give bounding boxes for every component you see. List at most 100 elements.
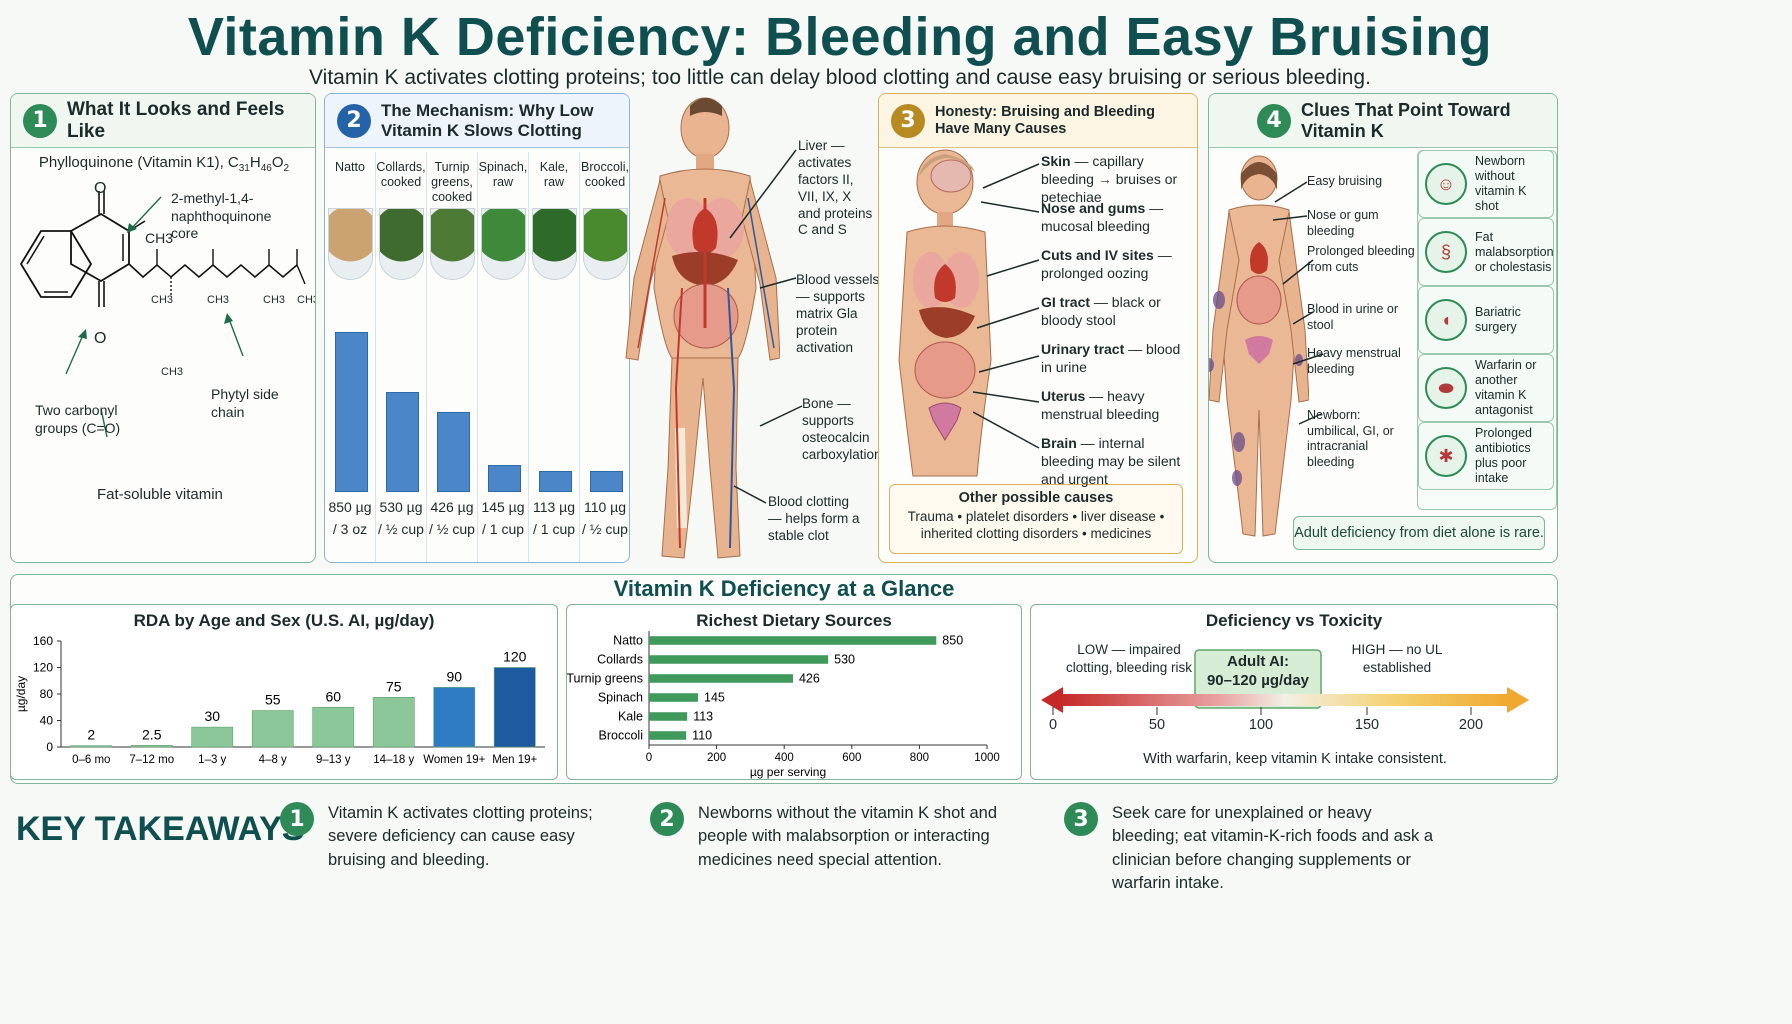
page-title: Vitamin K Deficiency: Bleeding and Easy … — [187, 7, 1493, 67]
other-causes-box: Other possible causes Trauma • platelet … — [889, 484, 1183, 554]
methyl-label: CH3 — [297, 294, 315, 306]
clue-item: Heavy menstrual bleeding — [1307, 346, 1401, 376]
y-tick-label: 80 — [40, 687, 54, 701]
source-bar — [649, 636, 937, 645]
cause-item: Nose and gums — mucosal bleeding — [1041, 199, 1193, 235]
food-serving: / ½ cup — [378, 521, 424, 537]
panel-header: 3 Honesty: Bruising and Bleeding Have Ma… — [879, 94, 1197, 148]
bacteria-icon: ✱ — [1425, 435, 1467, 477]
food-bowl-image — [583, 208, 628, 280]
food-name: Spinach, raw — [478, 160, 528, 189]
x-axis-label: µg per serving — [750, 765, 826, 779]
food-amount: 850 µg — [328, 499, 372, 515]
food-serving: / 1 cup — [481, 521, 525, 537]
source-bar — [649, 731, 687, 740]
clue-item: Nose or gum bleeding — [1307, 208, 1379, 238]
x-tick-label: 600 — [842, 752, 861, 764]
causes-callout-lines — [973, 163, 1040, 449]
rda-bar — [372, 697, 415, 748]
rda-value-label: 120 — [503, 649, 527, 665]
clue-item: Newborn: umbilical, GI, or intracranial … — [1307, 408, 1394, 469]
source-bar — [649, 693, 699, 702]
source-category-label: Collards — [597, 653, 643, 667]
cause-site: Urinary tract — [1041, 341, 1125, 357]
food-column: Kale, raw 113 µg / 1 cup — [529, 152, 580, 562]
panel-header: 1 What It Looks and Feels Like — [11, 94, 315, 148]
source-value-label: 113 — [693, 710, 713, 724]
rda-bar — [312, 706, 355, 748]
rda-category-label: 14–18 y — [373, 754, 414, 766]
takeaway-item: 1 Vitamin K activates clotting proteins; … — [280, 802, 628, 872]
risk-factor-card: ⬬ Warfarin or another vitamin K antagonis… — [1418, 354, 1554, 422]
clue-item: Blood in urine or stool — [1307, 302, 1399, 332]
cause-description: — black or bloody stool — [1041, 294, 1161, 329]
x-tick-label: 1000 — [974, 752, 1000, 764]
clue-item: Easy bruising — [1307, 174, 1383, 188]
rda-value-label: 55 — [265, 692, 281, 708]
sources-chart-title: Richest Dietary Sources — [696, 611, 892, 630]
panel-header: 2 The Mechanism: Why Low Vitamin K Slows… — [325, 94, 629, 148]
page-subtitle: Vitamin K activates clotting proteins; t… — [309, 66, 1371, 89]
food-amount: 530 µg — [379, 499, 423, 515]
rda-category-label: 9–13 y — [316, 754, 351, 766]
rda-bar — [70, 745, 113, 748]
food-bowl-image — [430, 208, 475, 280]
rda-chart-title: RDA by Age and Sex (U.S. AI, µg/day) — [133, 611, 435, 630]
rda-value-label: 90 — [446, 668, 462, 684]
source-value-label: 426 — [799, 672, 820, 686]
adult-deficiency-note: Adult deficiency from diet alone is rare… — [1293, 516, 1545, 550]
cause-description: — internal bleeding may be silent and ur… — [1041, 435, 1181, 488]
high-intake-label: HIGH — no UL established — [1351, 642, 1443, 675]
cause-description: — capillary bleeding → bruises or petech… — [1041, 153, 1178, 206]
methyl-label: CH3 — [145, 230, 174, 246]
food-amount: 145 µg — [481, 499, 525, 515]
stomach-icon: ◖ — [1425, 299, 1467, 341]
carbonyl-oxygen-top: O — [94, 180, 107, 197]
rda-value-label: 2.5 — [142, 726, 162, 742]
cause-description: — mucosal bleeding — [1041, 200, 1164, 235]
formula-hydrogen-symbol: H — [249, 154, 261, 171]
cause-item: Urinary tract — blood in urine — [1041, 340, 1193, 376]
panel-many-causes: 3 Honesty: Bruising and Bleeding Have Ma… — [878, 93, 1198, 563]
risk-factor-card: § Fat malabsorption or cholestasis — [1418, 218, 1554, 286]
rda-chart-panel: RDA by Age and Sex (U.S. AI, µg/day) 0 40… — [10, 604, 558, 780]
food-column: Collards, cooked 530 µg / ½ cup — [376, 152, 427, 562]
rda-bar — [433, 687, 476, 748]
source-bar — [649, 674, 793, 683]
source-value-label: 530 — [834, 653, 855, 667]
cause-item: GI tract — black or bloody stool — [1041, 293, 1193, 329]
toxicity-panel: Deficiency vs Toxicity LOW — impaired cl… — [1030, 604, 1558, 780]
food-column: Broccoli, cooked 110 µg / ½ cup — [580, 152, 629, 562]
clue-callout-lines — [1273, 181, 1324, 425]
phylloquinone-structure-diagram — [19, 191, 306, 438]
takeaway-number-badge: 2 — [650, 802, 684, 836]
food-columns: Natto 850 µg / 3 oz Collards, cooked 530 µg /… — [325, 152, 629, 562]
baby-icon: ☺ — [1425, 163, 1467, 205]
step-number-badge: 4 — [1257, 103, 1291, 138]
takeaway-text: Vitamin K activates clotting proteins; s… — [328, 804, 593, 869]
food-serving: / ½ cup — [429, 521, 475, 537]
food-bar — [539, 470, 572, 492]
food-bar — [488, 464, 521, 492]
source-bar — [649, 655, 829, 664]
food-column: Turnip greens, cooked 426 µg / ½ cup — [427, 152, 478, 562]
y-tick-label: 120 — [33, 661, 53, 675]
food-amount: 110 µg — [583, 499, 627, 515]
risk-factor-label: Warfarin or another vitamin K antagonist — [1475, 358, 1537, 417]
female-anatomy-figure — [898, 149, 992, 477]
y-tick-label: 40 — [40, 714, 54, 728]
methyl-label: CH3 — [263, 294, 286, 306]
takeaway-item: 3 Seek care for unexplained or heavy blee… — [1064, 802, 1442, 896]
adult-ai-label: Adult AI: — [1227, 653, 1289, 670]
carbonyl-label: Two carbonyl groups (C=O) — [35, 402, 121, 436]
other-causes-line-2: inherited clotting disorders • medicines — [920, 526, 1152, 541]
carbonyl-oxygen-bottom: O — [94, 330, 107, 347]
intake-axis-tick: 0 — [1048, 717, 1058, 733]
sources-bar-chart: 0 200 400 600 800 1000 µg per serving Natto 850 C… — [567, 631, 1000, 779]
panel-title: What It Looks and Feels Like — [67, 98, 285, 142]
x-tick-label: 200 — [707, 752, 726, 764]
methyl-label: CH3 — [207, 294, 230, 306]
risk-factor-card: ☺ Newborn without vitamin K shot — [1418, 150, 1554, 218]
cause-item: Cuts and IV sites — prolonged oozing — [1041, 246, 1193, 282]
side-chain-label: Phytyl side chain — [211, 386, 279, 420]
